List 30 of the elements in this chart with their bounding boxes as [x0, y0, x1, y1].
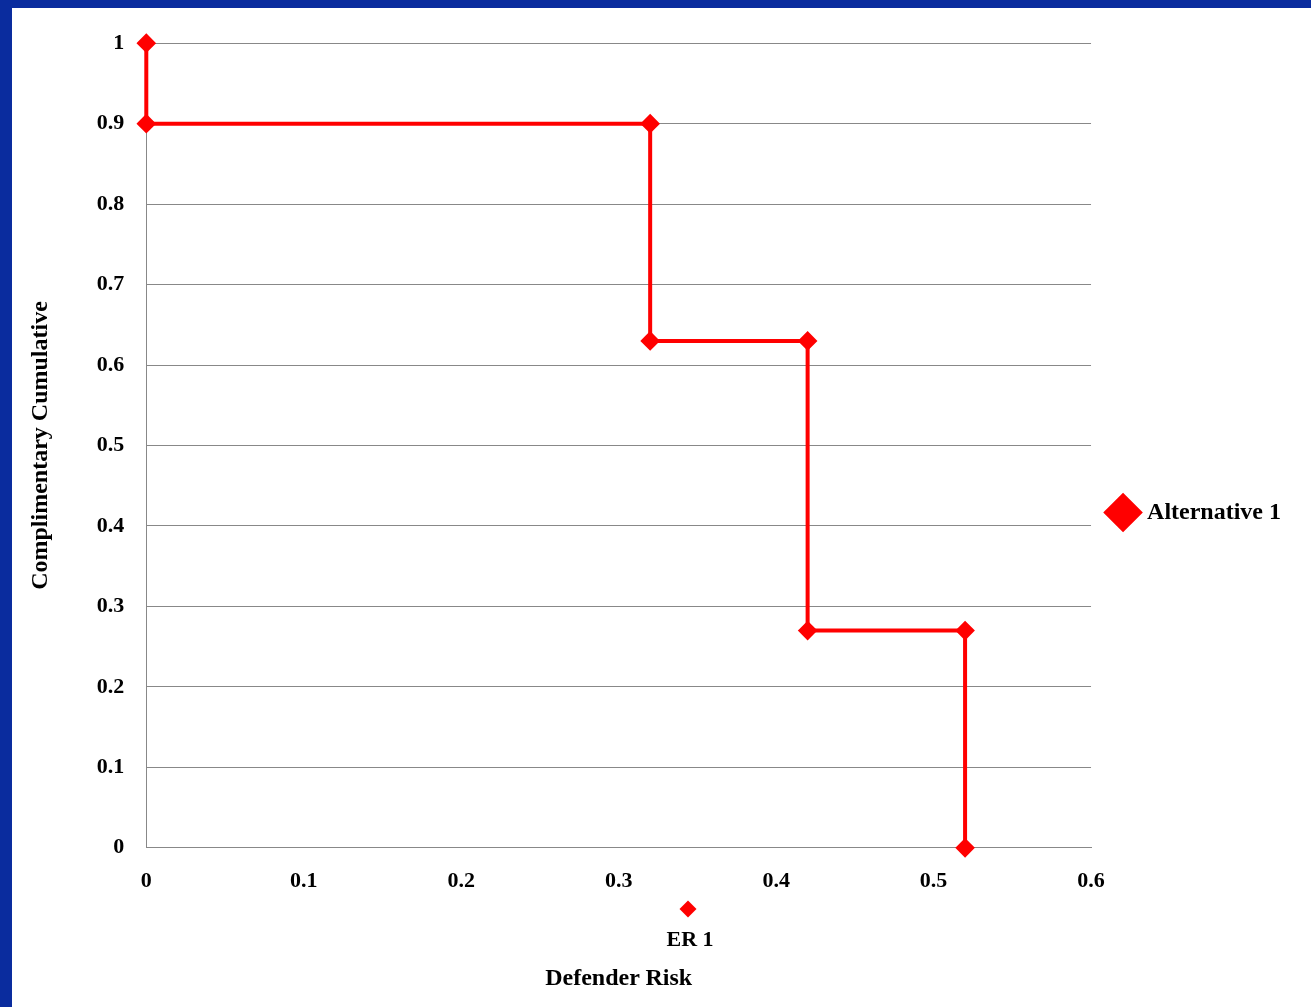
point: [137, 114, 156, 133]
legend-label: Alternative 1: [1147, 497, 1282, 524]
y-tick-label: 0.9: [96, 109, 125, 135]
x-tick-label: 0.2: [447, 866, 475, 892]
y-tick-label: 0.8: [96, 189, 125, 215]
x-axis-title: Defender Risk: [545, 963, 693, 990]
y-tick-label: 0.7: [96, 270, 125, 296]
point: [137, 34, 156, 53]
x-tick-label: 0: [140, 866, 152, 892]
point: [956, 838, 975, 857]
x-tick-label: 0.3: [604, 866, 633, 892]
y-tick-label: 0.5: [96, 431, 125, 457]
point: [798, 331, 817, 350]
y-tick-label: 0.3: [96, 592, 125, 618]
y-tick-label: 1: [113, 28, 125, 54]
point: [641, 331, 660, 350]
y-tick-label: 0.2: [96, 672, 125, 698]
y-tick-label: 0: [113, 833, 125, 859]
text: ER 1: [665, 926, 715, 952]
y-tick-label: 0.6: [96, 350, 125, 376]
point: [641, 114, 660, 133]
point: [798, 621, 817, 640]
y-tick-label: 0.1: [96, 753, 125, 779]
x-tick-label: 0.4: [762, 866, 790, 892]
y-tick-label: 0.4: [96, 511, 125, 537]
x-tick-label: 0.5: [919, 866, 948, 892]
point: [956, 621, 975, 640]
x-tick-label: 0.6: [1077, 866, 1105, 892]
y-axis-title: Complimentary Cumulative: [25, 300, 52, 590]
x-tick-label: 0.1: [290, 866, 318, 892]
